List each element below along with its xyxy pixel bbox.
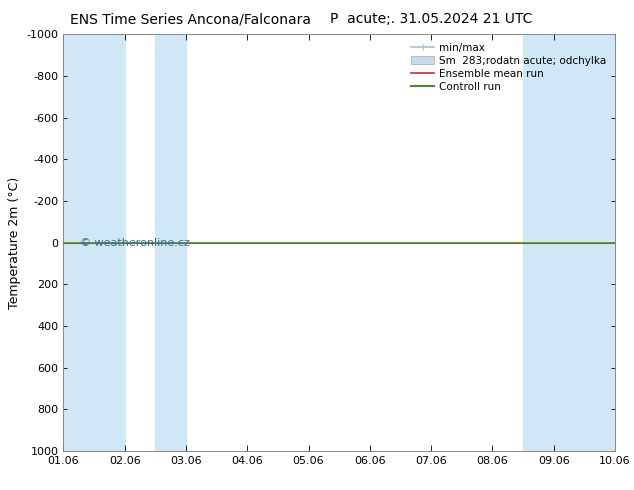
Y-axis label: Temperature 2m (°C): Temperature 2m (°C) — [8, 176, 21, 309]
Legend: min/max, Sm  283;rodatn acute; odchylka, Ensemble mean run, Controll run: min/max, Sm 283;rodatn acute; odchylka, … — [408, 40, 610, 95]
Bar — [155, 34, 186, 451]
Text: ENS Time Series Ancona/Falconara: ENS Time Series Ancona/Falconara — [70, 12, 311, 26]
Text: P  acute;. 31.05.2024 21 UTC: P acute;. 31.05.2024 21 UTC — [330, 12, 533, 26]
Bar — [585, 34, 615, 451]
Bar — [63, 34, 125, 451]
Bar — [523, 34, 585, 451]
Text: © weatheronline.cz: © weatheronline.cz — [80, 238, 190, 247]
